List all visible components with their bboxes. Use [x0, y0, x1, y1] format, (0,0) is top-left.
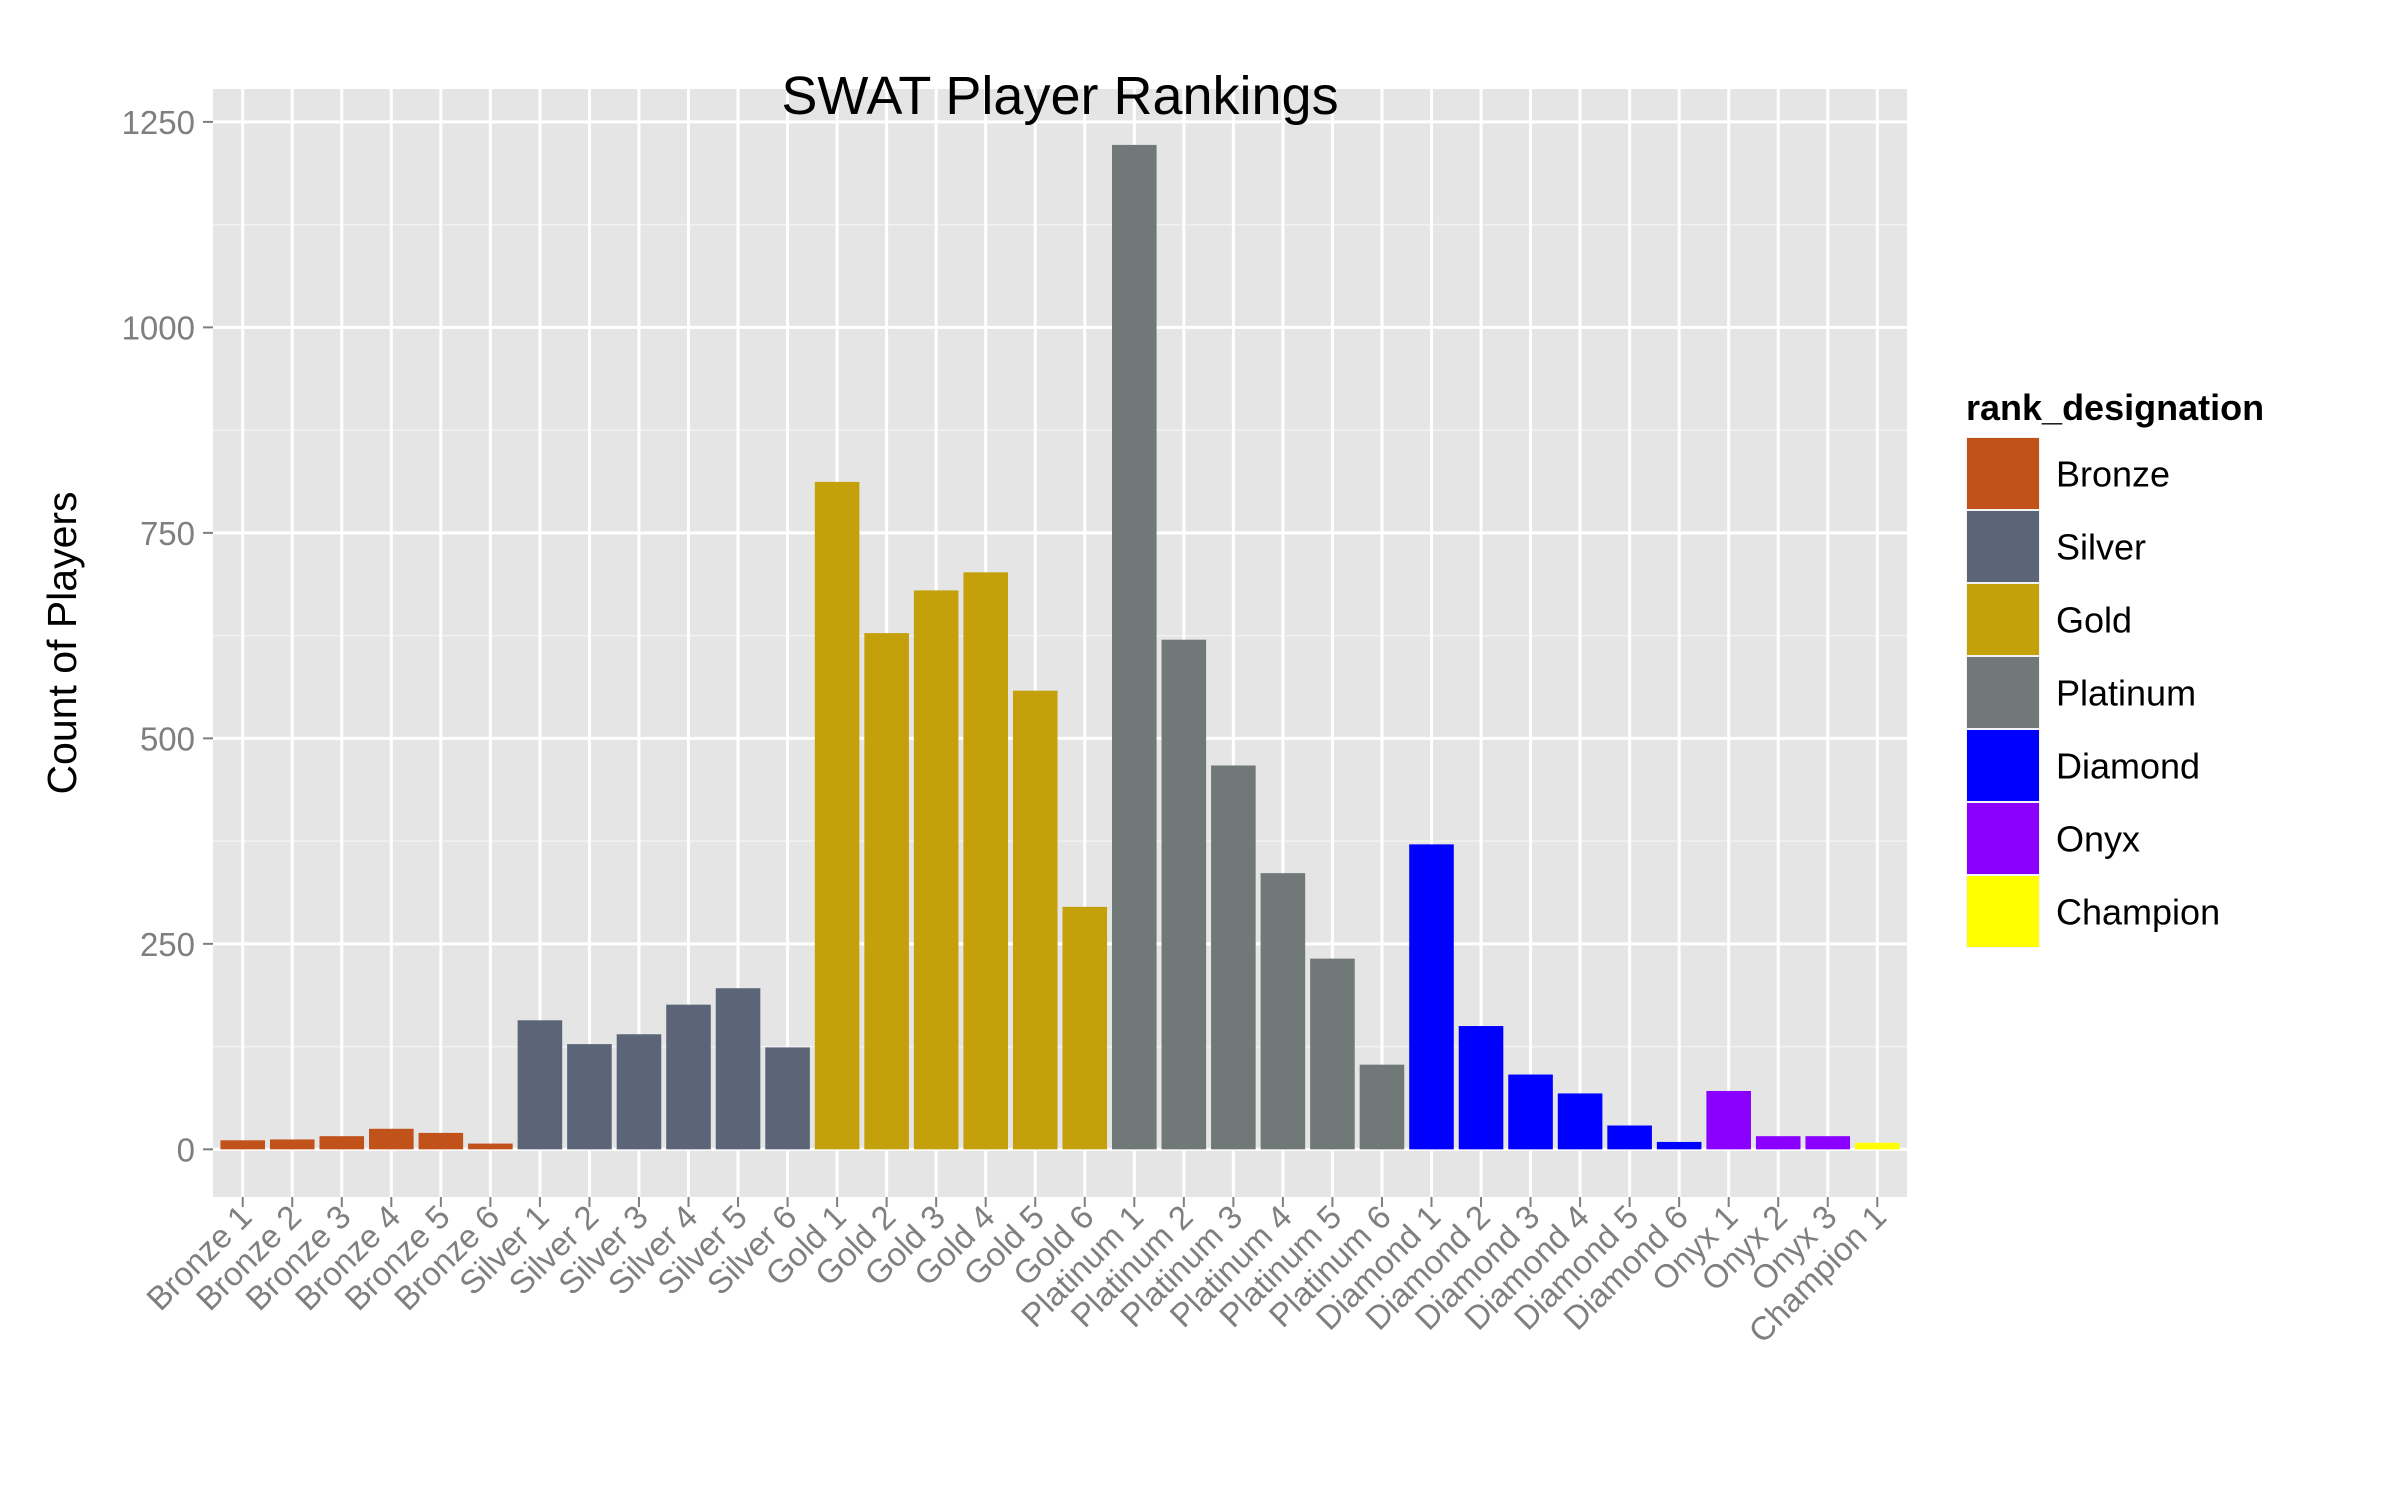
bar [1012, 690, 1058, 1150]
bar [1310, 958, 1355, 1150]
bar [269, 1139, 315, 1150]
legend-label: Platinum [2056, 673, 2196, 714]
bar [319, 1136, 365, 1150]
bar [715, 988, 761, 1150]
bar [963, 572, 1008, 1150]
legend-swatch [1967, 511, 2039, 582]
bars [220, 144, 1900, 1150]
legend-label: Silver [2056, 527, 2146, 568]
y-axis: 0 250 500 750 1000 1250 [122, 104, 213, 1168]
legend-label: Bronze [2056, 454, 2170, 495]
bar [913, 590, 959, 1150]
y-tick-label: 0 [177, 1131, 195, 1168]
legend-swatch [1967, 438, 2039, 509]
legend-label: Onyx [2056, 819, 2140, 860]
bar [517, 1020, 563, 1150]
legend-title: rank_designation [1966, 387, 2264, 428]
legend-label: Champion [2056, 892, 2220, 933]
minor-gridlines [213, 223, 1907, 1048]
y-tick-label: 750 [140, 515, 195, 552]
bar [1211, 765, 1256, 1150]
bar [1607, 1125, 1652, 1150]
bar [1260, 873, 1306, 1150]
bar [369, 1128, 414, 1150]
y-tick-label: 1250 [122, 104, 195, 141]
bar [1112, 144, 1157, 1150]
bar [1755, 1136, 1801, 1150]
y-tick-label: 250 [140, 926, 195, 963]
bar [1062, 906, 1108, 1150]
bar [666, 1004, 711, 1150]
legend-swatch [1967, 876, 2039, 947]
y-tick-label: 1000 [122, 309, 195, 346]
bar [765, 1047, 810, 1150]
bar [814, 481, 860, 1150]
legend-label: Diamond [2056, 746, 2200, 787]
y-tick-label: 500 [140, 720, 195, 757]
plot-panel [213, 89, 1907, 1197]
legend-swatch [1967, 730, 2039, 801]
legend-swatch [1967, 584, 2039, 655]
bar [1805, 1136, 1851, 1150]
legend-label: Gold [2056, 600, 2132, 641]
y-axis-title: Count of Players [39, 491, 85, 794]
bar [1409, 844, 1454, 1150]
bar [1161, 639, 1207, 1150]
bar [567, 1044, 612, 1150]
chart-title: SWAT Player Rankings [781, 66, 1338, 126]
bar [1854, 1142, 1900, 1150]
legend-swatch [1967, 657, 2039, 728]
legend-swatch [1967, 803, 2039, 874]
bar [1706, 1090, 1751, 1150]
bar [418, 1132, 464, 1150]
bar [220, 1140, 266, 1150]
bar [616, 1034, 662, 1150]
bar [1359, 1064, 1405, 1150]
bar [1508, 1074, 1553, 1150]
bar [1458, 1026, 1504, 1150]
bar [1557, 1093, 1603, 1150]
bar [864, 633, 909, 1150]
bar [468, 1143, 513, 1150]
bar [1656, 1141, 1702, 1150]
legend: rank_designation Bronze Silver Gold Platinu… [1966, 387, 2264, 948]
